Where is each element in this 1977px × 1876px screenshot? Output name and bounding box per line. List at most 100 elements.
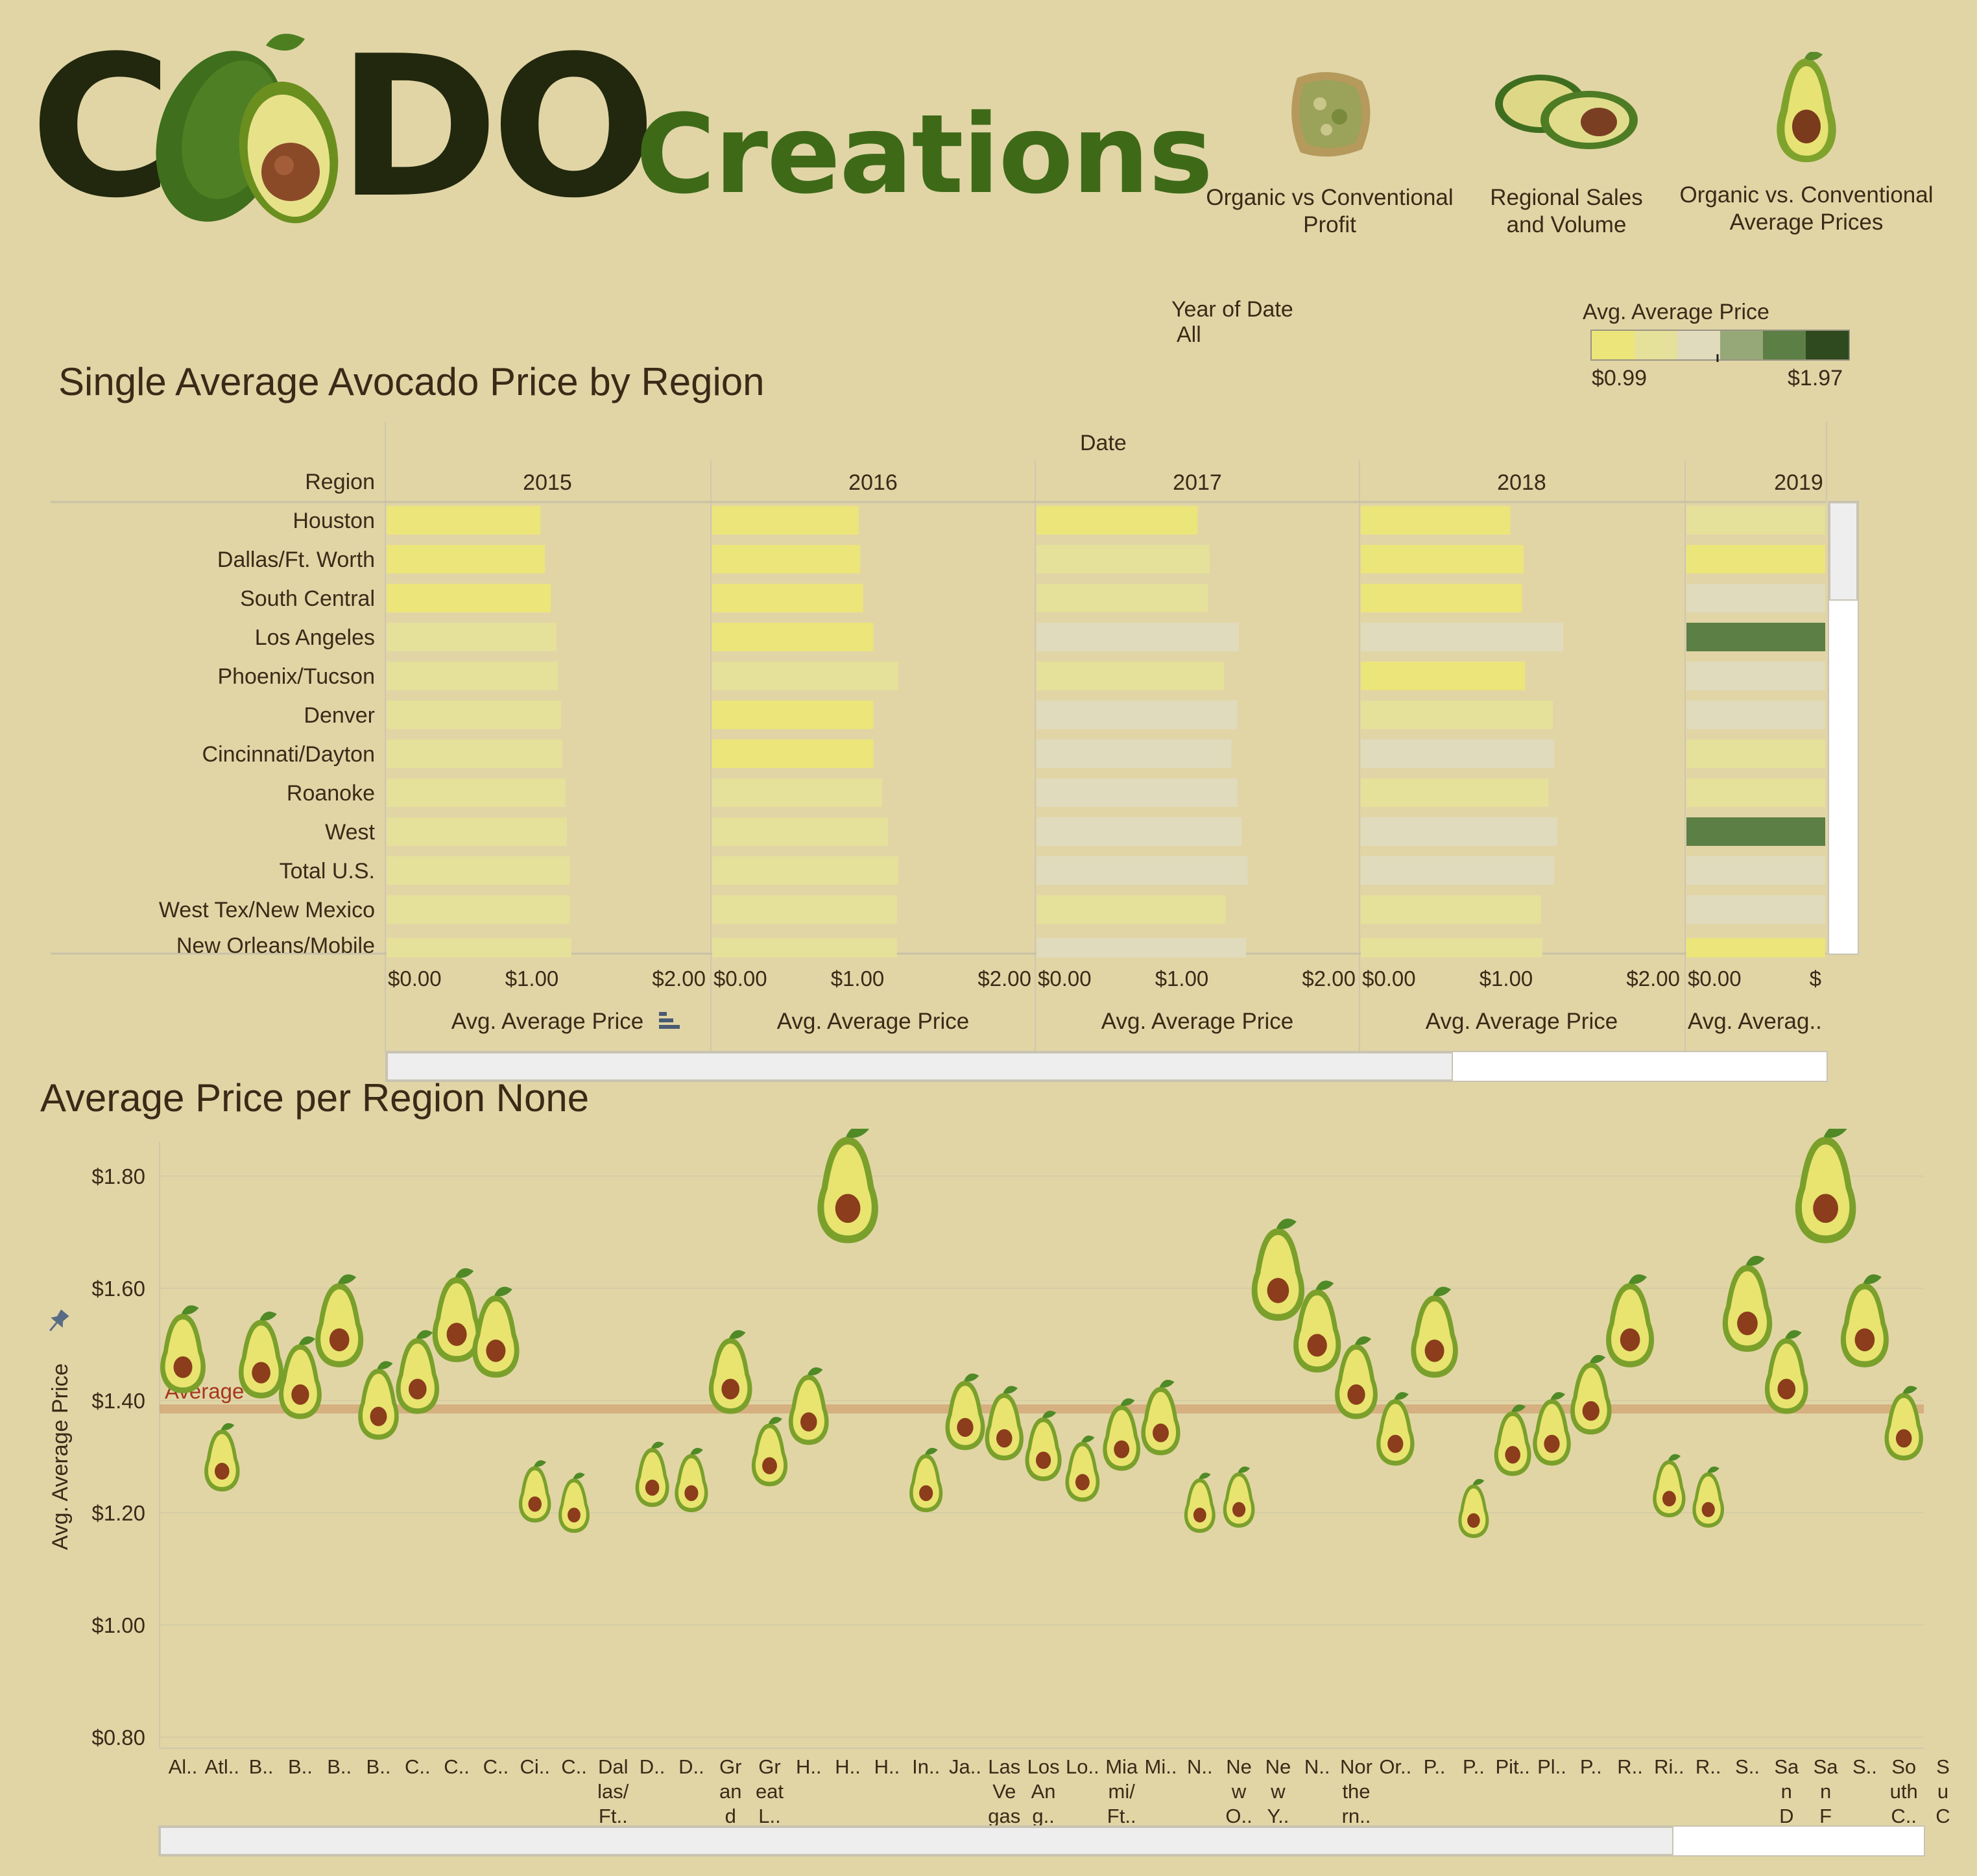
avocado-point xyxy=(1533,1392,1571,1466)
x-category-label: C.. xyxy=(405,1755,431,1778)
avocado-point xyxy=(909,1448,943,1513)
avocado-leaf xyxy=(1472,1478,1485,1485)
avocado-pit xyxy=(996,1429,1012,1448)
x-category-label: Las Ve gas xyxy=(988,1755,1020,1827)
horizontal-scroll-thumb[interactable] xyxy=(387,1052,1453,1081)
bar-2018 xyxy=(1361,701,1553,729)
x-category-label-line: w xyxy=(1231,1780,1247,1803)
x-category-label-line: Las xyxy=(988,1755,1020,1778)
x-category-label-line: Ft.. xyxy=(599,1805,628,1827)
avocado-point xyxy=(558,1473,590,1533)
x-category-label-line: B.. xyxy=(327,1755,352,1778)
avocado-pit xyxy=(1193,1508,1206,1523)
year-header: 2017 xyxy=(1173,470,1222,495)
x-category-label-line: w xyxy=(1270,1780,1286,1803)
avocado-leaf xyxy=(1550,1392,1566,1400)
x-category-label: S.. xyxy=(1735,1755,1760,1778)
avocado-point xyxy=(432,1268,481,1362)
nav-organic-vs-conventional-profit[interactable]: Organic vs Conventional Profit xyxy=(1193,65,1466,247)
avocado-pit xyxy=(1505,1446,1520,1464)
scatter-chart-title: Average Price per Region None xyxy=(40,1076,590,1120)
x-category-label-line: Los xyxy=(1027,1755,1060,1778)
avocado-leaf xyxy=(573,1473,585,1479)
x-category-label-line: R.. xyxy=(1617,1755,1643,1778)
bar-2016 xyxy=(712,623,874,651)
x-category-label: N.. xyxy=(1187,1755,1213,1778)
x-tick-label: $2.00 xyxy=(652,967,706,991)
year-filter-label: Year of Date xyxy=(1171,297,1293,322)
x-category-label-line: Gr xyxy=(758,1755,780,1778)
avocado-pit xyxy=(1662,1491,1676,1507)
nav-organic-vs-conventional-average-prices[interactable]: Organic vs. Conventional Average Prices xyxy=(1667,52,1946,240)
avocado-point xyxy=(358,1361,399,1440)
avocado-leaf xyxy=(925,1448,938,1455)
avocado-pit xyxy=(1620,1328,1640,1352)
x-category-label-line: eat xyxy=(756,1780,784,1803)
avocado-point xyxy=(1065,1435,1100,1502)
avocado-leaf xyxy=(807,1367,823,1376)
legend-max-label: $1.97 xyxy=(1788,366,1843,391)
avocado-point xyxy=(1653,1454,1686,1518)
x-category-label-line: Or.. xyxy=(1379,1755,1411,1778)
year-header: 2016 xyxy=(848,470,898,495)
bar-2016 xyxy=(712,545,861,573)
avocado-point xyxy=(817,1129,878,1244)
bar-2019 xyxy=(1686,856,1825,885)
legend-swatch xyxy=(1763,331,1806,359)
bar-2016 xyxy=(712,506,859,535)
nav-regional-sales-and-volume[interactable]: Regional Sales and Volume xyxy=(1472,65,1660,247)
x-category-label: Pit.. xyxy=(1495,1755,1529,1778)
bar-2018 xyxy=(1361,545,1524,573)
x-category-label-line: N.. xyxy=(1187,1755,1213,1778)
avocado-leaf xyxy=(1902,1386,1917,1394)
horizontal-scroll-thumb[interactable] xyxy=(160,1827,1673,1855)
year-filter[interactable]: Year of Date All xyxy=(1171,297,1366,352)
x-category-label-line: An xyxy=(1031,1780,1056,1803)
avocado-point xyxy=(1103,1398,1141,1471)
x-category-label-line: N.. xyxy=(1304,1755,1330,1778)
bar-2017 xyxy=(1036,938,1247,957)
x-category-label-line: gas xyxy=(988,1805,1020,1827)
bar-2019 xyxy=(1686,506,1825,535)
bar-2018 xyxy=(1361,778,1549,807)
logo-avocado-icon xyxy=(156,34,339,224)
x-category-label-line: D.. xyxy=(640,1755,665,1778)
avocado-leaf xyxy=(1238,1466,1251,1473)
x-category-label: Mi.. xyxy=(1145,1755,1177,1778)
avocado-pit xyxy=(1307,1334,1327,1357)
x-category-label-line: Mi.. xyxy=(1145,1755,1177,1778)
avocado-pit xyxy=(1737,1311,1758,1336)
column-header-date: Date xyxy=(1080,431,1127,455)
scatter-horizontal-scrollbar[interactable] xyxy=(158,1825,1925,1857)
avocado-point xyxy=(1884,1386,1923,1461)
vertical-scroll-thumb[interactable] xyxy=(1829,502,1858,601)
x-category-label: Gr eat L.. xyxy=(756,1755,784,1827)
avocado-point xyxy=(204,1423,240,1492)
avocado-point xyxy=(239,1311,284,1399)
bar-2017 xyxy=(1036,895,1226,924)
avocado-point xyxy=(1722,1255,1773,1352)
legend-min-label: $0.99 xyxy=(1592,366,1648,391)
avocado-point xyxy=(1795,1129,1856,1244)
x-category-label: H.. xyxy=(835,1755,861,1778)
bar-2017 xyxy=(1036,584,1208,612)
x-axis-label: Avg. Average Price xyxy=(1426,1009,1618,1034)
bar-chart-vertical-scrollbar[interactable] xyxy=(1828,501,1859,955)
avocado-pit xyxy=(684,1485,699,1502)
bar-chart-horizontal-scrollbar[interactable] xyxy=(385,1051,1828,1082)
bar-2015 xyxy=(387,740,563,768)
bar-2015 xyxy=(387,938,571,957)
avocado-point xyxy=(1251,1218,1305,1321)
avocado-pit xyxy=(1424,1340,1444,1362)
avocado-pit xyxy=(645,1479,660,1496)
avocado-pit xyxy=(252,1362,270,1384)
avocado-point xyxy=(1141,1379,1180,1456)
x-category-label-line: Ri.. xyxy=(1654,1755,1684,1778)
avocado-pit xyxy=(1813,1194,1838,1223)
avocado-point xyxy=(1025,1410,1062,1482)
x-category-label-line: Lo.. xyxy=(1066,1755,1099,1778)
x-category-label-line: So xyxy=(1891,1755,1916,1778)
avocado-leaf xyxy=(1863,1274,1882,1284)
avocado-point xyxy=(1840,1274,1889,1367)
avocado-point xyxy=(1692,1466,1725,1528)
